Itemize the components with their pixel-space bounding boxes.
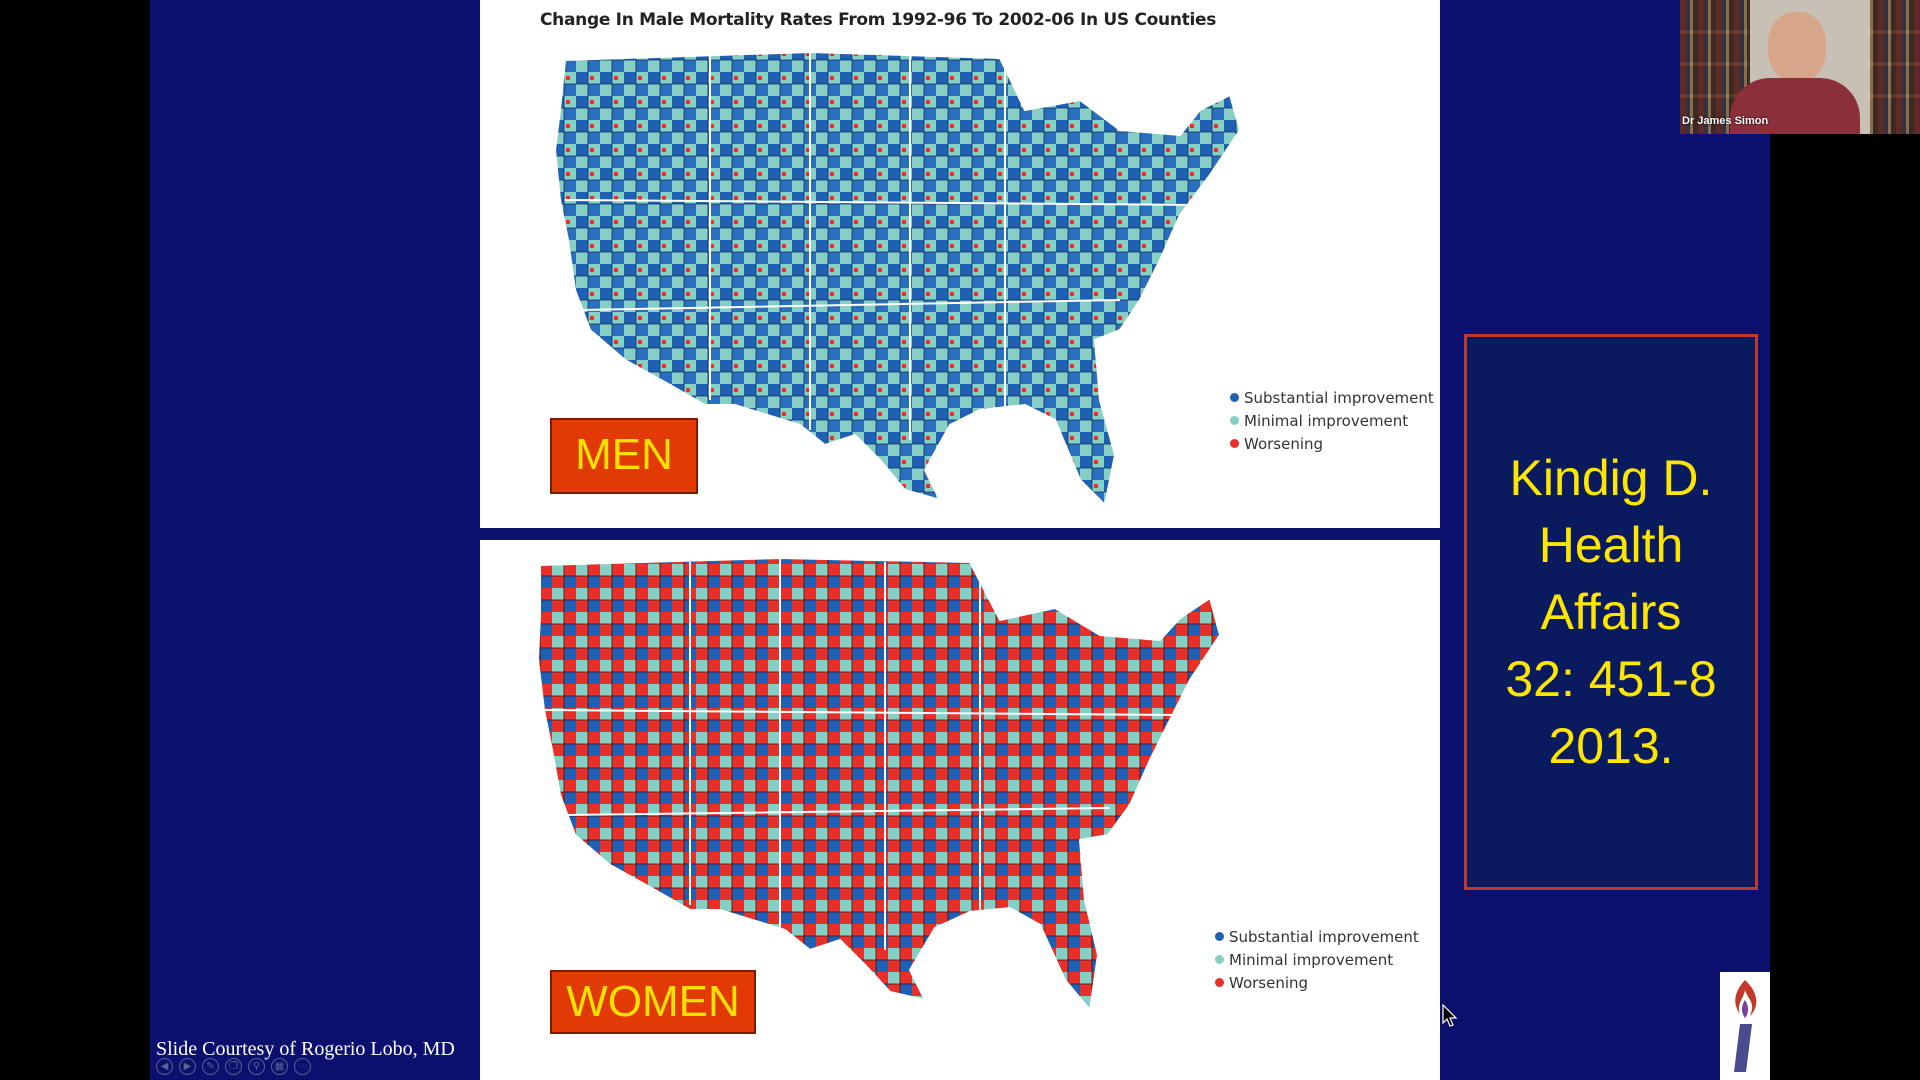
legend-dot-minimal [1230, 416, 1239, 425]
men-map-legend: Substantial improvement Minimal improvem… [1230, 386, 1434, 455]
women-map-panel: Substantial improvement Minimal improvem… [480, 540, 1440, 1080]
legend-item: Substantial improvement [1230, 386, 1434, 409]
more-icon[interactable]: ⋯ [294, 1058, 311, 1075]
legend-label: Substantial improvement [1244, 388, 1434, 407]
torch-logo-icon [1720, 972, 1770, 1080]
citation-line: Affairs [1540, 583, 1682, 640]
legend-item: Minimal improvement [1230, 409, 1434, 432]
person-head [1768, 12, 1826, 82]
map-title: Change In Male Mortality Rates From 1992… [540, 10, 1217, 30]
women-label: WOMEN [550, 970, 756, 1034]
legend-dot-worsening [1215, 978, 1224, 987]
citation-line: Health [1538, 516, 1684, 573]
men-us-county-map [553, 50, 1242, 508]
person-shoulders [1730, 78, 1860, 134]
webcam-video: Dr James Simon [1680, 0, 1920, 134]
legend-item: Worsening [1215, 971, 1419, 994]
legend-dot-minimal [1215, 955, 1224, 964]
women-map-legend: Substantial improvement Minimal improvem… [1215, 925, 1419, 994]
slide-nav-controls: ◀ ▶ ✎ ❐ ⚲ ▦ ⋯ [156, 1058, 311, 1075]
legend-label: Substantial improvement [1229, 927, 1419, 946]
legend-label: Minimal improvement [1244, 411, 1409, 430]
zoom-icon[interactable]: ⚲ [248, 1058, 265, 1075]
slide-credit: Slide Courtesy of Rogerio Lobo, MD [156, 1038, 455, 1060]
legend-label: Minimal improvement [1229, 950, 1394, 969]
men-label: MEN [550, 418, 698, 494]
citation-line: 2013. [1548, 717, 1674, 774]
legend-item: Minimal improvement [1215, 948, 1419, 971]
legend-dot-substantial [1215, 932, 1224, 941]
participant-name: Dr James Simon [1682, 115, 1769, 127]
legend-dot-substantial [1230, 393, 1239, 402]
grid-icon[interactable]: ▦ [271, 1058, 288, 1075]
copy-icon[interactable]: ❐ [225, 1058, 242, 1075]
men-map-panel: Change In Male Mortality Rates From 1992… [480, 0, 1440, 528]
presentation-slide: Change In Male Mortality Rates From 1992… [150, 0, 1770, 1080]
legend-label: Worsening [1244, 434, 1324, 453]
citation-line: 32: 451-8 [1505, 650, 1717, 707]
citation-box: Kindig D. Health Affairs 32: 451-8 2013. [1464, 334, 1758, 890]
pen-icon[interactable]: ✎ [202, 1058, 219, 1075]
next-icon[interactable]: ▶ [179, 1058, 196, 1075]
women-us-county-map [536, 556, 1222, 1013]
legend-item: Worsening [1230, 432, 1434, 455]
legend-label: Worsening [1229, 973, 1309, 992]
legend-dot-worsening [1230, 439, 1239, 448]
prev-icon[interactable]: ◀ [156, 1058, 173, 1075]
mouse-cursor-icon [1442, 1004, 1458, 1027]
citation-line: Kindig D. [1509, 449, 1713, 506]
legend-item: Substantial improvement [1215, 925, 1419, 948]
